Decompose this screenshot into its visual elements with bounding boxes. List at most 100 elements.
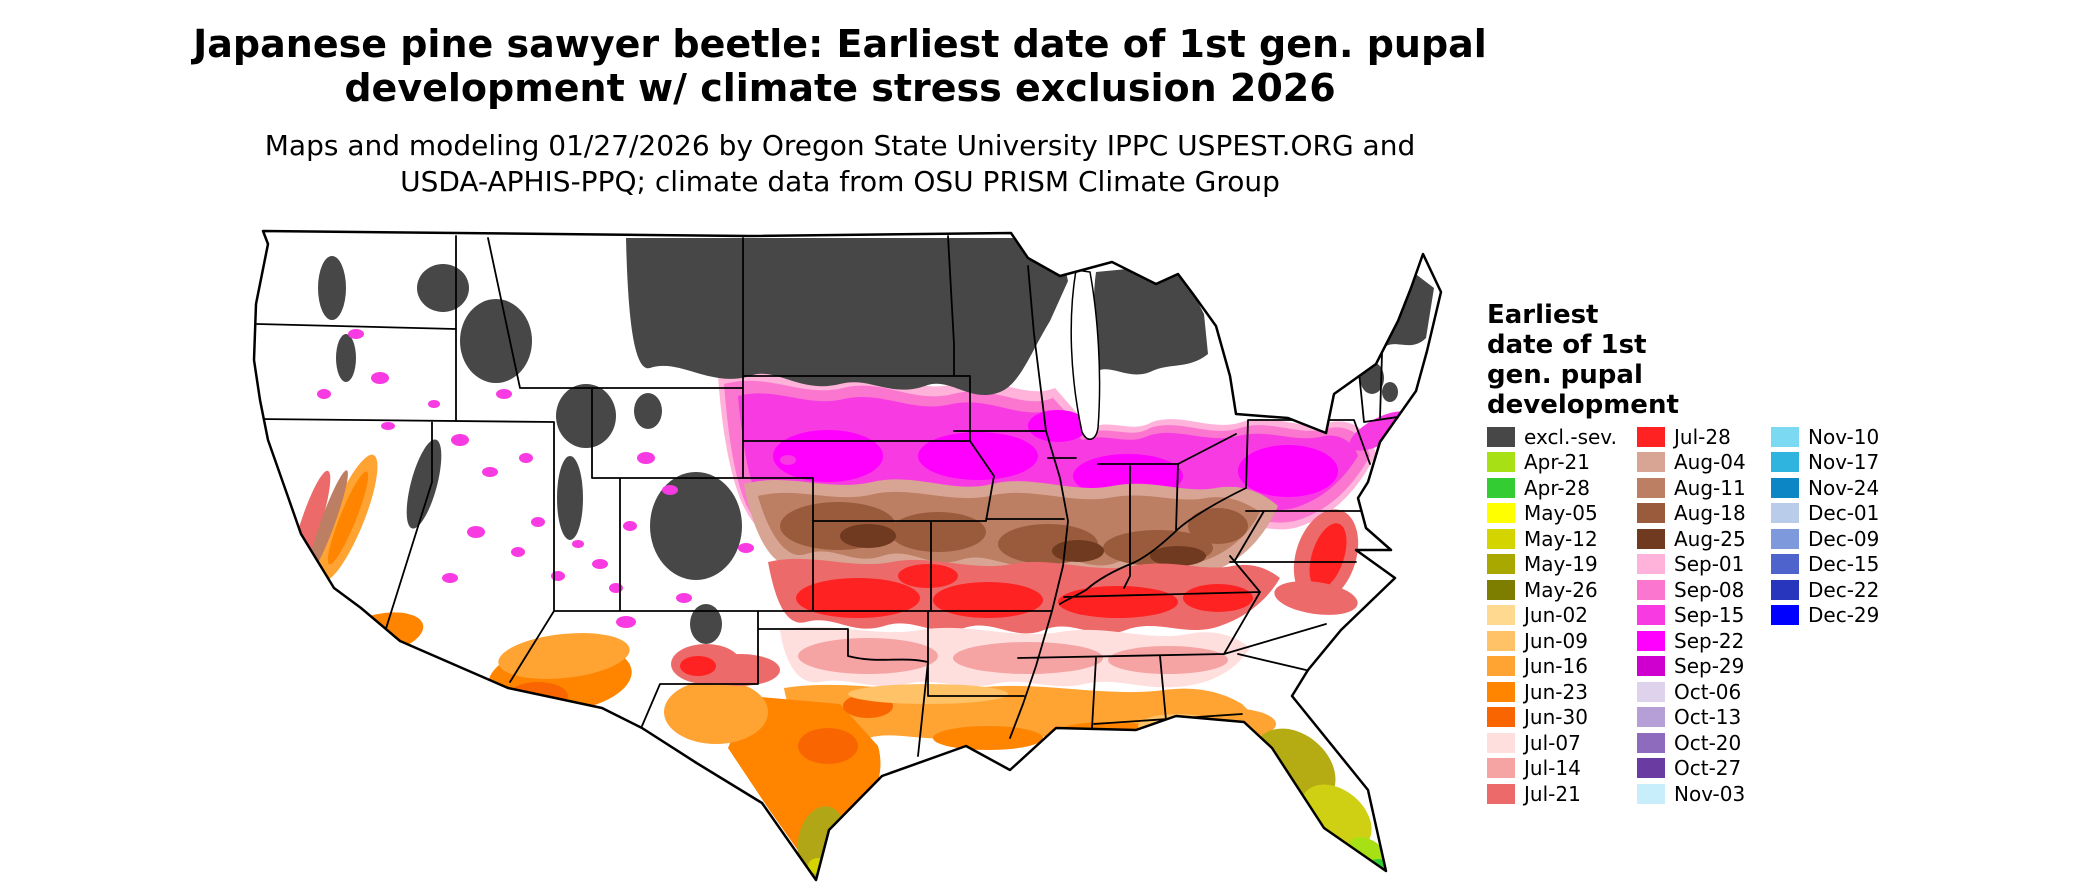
legend-item: Sep-22 <box>1637 628 1771 654</box>
legend-swatch <box>1771 528 1799 549</box>
legend-item: Oct-13 <box>1637 705 1771 731</box>
legend-label: Jul-21 <box>1524 781 1581 806</box>
legend-label: Oct-20 <box>1674 730 1742 755</box>
legend-item: Sep-01 <box>1637 552 1771 578</box>
legend-item: Aug-18 <box>1637 501 1771 527</box>
legend-item: Jun-02 <box>1487 603 1637 629</box>
legend-label: Apr-21 <box>1524 450 1590 475</box>
legend-swatch <box>1637 477 1665 498</box>
legend-swatch <box>1637 452 1665 473</box>
legend-swatch <box>1771 452 1799 473</box>
legend-item: Jun-30 <box>1487 705 1637 731</box>
us-outline <box>252 229 1443 882</box>
legend-label: May-12 <box>1524 526 1598 551</box>
legend-label: May-05 <box>1524 501 1598 526</box>
legend-column-2: Jul-28 Aug-04 Aug-11 Aug-18 Aug-25 Sep-01 Sep-… <box>1637 424 1771 807</box>
legend-swatch <box>1487 426 1515 447</box>
legend-label: Jul-07 <box>1524 730 1581 755</box>
legend-item: Sep-29 <box>1637 654 1771 680</box>
legend-label: May-26 <box>1524 577 1598 602</box>
legend-item: Dec-15 <box>1771 552 1879 578</box>
legend-swatch <box>1771 579 1799 600</box>
legend-swatch <box>1637 758 1665 779</box>
legend-label: Aug-11 <box>1674 475 1746 500</box>
legend-item: May-12 <box>1487 526 1637 552</box>
legend-label: Nov-03 <box>1674 781 1746 806</box>
legend-item: Apr-28 <box>1487 475 1637 501</box>
legend-label: Jun-16 <box>1524 654 1588 679</box>
legend-label: Oct-06 <box>1674 679 1742 704</box>
legend-swatch <box>1637 426 1665 447</box>
legend-item: Nov-03 <box>1637 781 1771 807</box>
legend-label: Jul-28 <box>1674 424 1731 449</box>
legend-item: Aug-25 <box>1637 526 1771 552</box>
legend-label: Aug-04 <box>1674 450 1746 475</box>
legend-title: Earliest date of 1st gen. pupal developm… <box>1487 300 1679 420</box>
legend-label: Oct-27 <box>1674 756 1742 781</box>
legend-item: Jul-07 <box>1487 730 1637 756</box>
legend-item: Jun-16 <box>1487 654 1637 680</box>
legend-label: Oct-13 <box>1674 705 1742 730</box>
legend-label: Sep-01 <box>1674 552 1745 577</box>
legend-swatch <box>1637 783 1665 804</box>
legend-label: Nov-17 <box>1808 450 1880 475</box>
legend-swatch <box>1637 605 1665 626</box>
subtitle: Maps and modeling 01/27/2026 by Oregon S… <box>90 128 1590 200</box>
legend-item: Nov-24 <box>1771 475 1879 501</box>
legend-label: Jun-09 <box>1524 628 1588 653</box>
legend-swatch <box>1771 426 1799 447</box>
legend-swatch <box>1487 783 1515 804</box>
legend-label: Sep-15 <box>1674 603 1745 628</box>
legend-item: Apr-21 <box>1487 450 1637 476</box>
legend-label: Jul-14 <box>1524 756 1581 781</box>
legend-item: Dec-01 <box>1771 501 1879 527</box>
legend-item: Dec-22 <box>1771 577 1879 603</box>
region-july-pink-band <box>780 626 1250 688</box>
legend-item: Dec-29 <box>1771 603 1879 629</box>
legend-item: May-19 <box>1487 552 1637 578</box>
legend-item: Jul-28 <box>1637 424 1771 450</box>
legend-column-3: Nov-10 Nov-17 Nov-24 Dec-01 Dec-09 Dec-15 Dec-… <box>1771 424 1879 807</box>
legend-swatch <box>1487 605 1515 626</box>
legend-label: May-19 <box>1524 552 1598 577</box>
legend-item: Dec-09 <box>1771 526 1879 552</box>
lake-michigan <box>1070 269 1101 440</box>
legend-swatch <box>1637 579 1665 600</box>
subtitle-line1: Maps and modeling 01/27/2026 by Oregon S… <box>264 129 1416 162</box>
legend-swatch <box>1637 681 1665 702</box>
legend-label: Dec-09 <box>1808 526 1880 551</box>
legend-swatch <box>1637 528 1665 549</box>
legend-item: May-05 <box>1487 501 1637 527</box>
legend-swatch <box>1487 528 1515 549</box>
legend-label: Sep-08 <box>1674 577 1745 602</box>
legend-swatch <box>1487 477 1515 498</box>
region-august-band <box>744 479 1278 577</box>
legend-item: Oct-06 <box>1637 679 1771 705</box>
legend-label: Sep-29 <box>1674 654 1745 679</box>
legend-swatch <box>1771 554 1799 575</box>
legend-swatch <box>1771 605 1799 626</box>
state-borders <box>254 235 1419 757</box>
legend-swatch <box>1487 656 1515 677</box>
map-speckles-magenta <box>317 329 796 628</box>
legend-columns: excl.-sev. Apr-21 Apr-28 May-05 May-12 May-19… <box>1487 424 1947 807</box>
region-july-red-band <box>768 509 1359 634</box>
legend-item: Jun-23 <box>1487 679 1637 705</box>
legend-swatch <box>1487 503 1515 524</box>
legend-item: Jun-09 <box>1487 628 1637 654</box>
legend-label: Dec-15 <box>1808 552 1880 577</box>
legend-column-1: excl.-sev. Apr-21 Apr-28 May-05 May-12 May-19… <box>1487 424 1637 807</box>
legend-item: Oct-20 <box>1637 730 1771 756</box>
page-title-line1: Japanese pine sawyer beetle: Earliest da… <box>193 22 1487 66</box>
legend-item: excl.-sev. <box>1487 424 1637 450</box>
page-title-line2: development w/ climate stress exclusion … <box>344 66 1336 110</box>
legend-item: Sep-08 <box>1637 577 1771 603</box>
legend-label: Nov-24 <box>1808 475 1880 500</box>
legend-item: Sep-15 <box>1637 603 1771 629</box>
legend-swatch <box>1487 681 1515 702</box>
legend-swatch <box>1771 477 1799 498</box>
legend-swatch <box>1487 732 1515 753</box>
map-legend: Earliest date of 1st gen. pupal developm… <box>1487 300 1947 807</box>
legend-label: Sep-22 <box>1674 628 1745 653</box>
